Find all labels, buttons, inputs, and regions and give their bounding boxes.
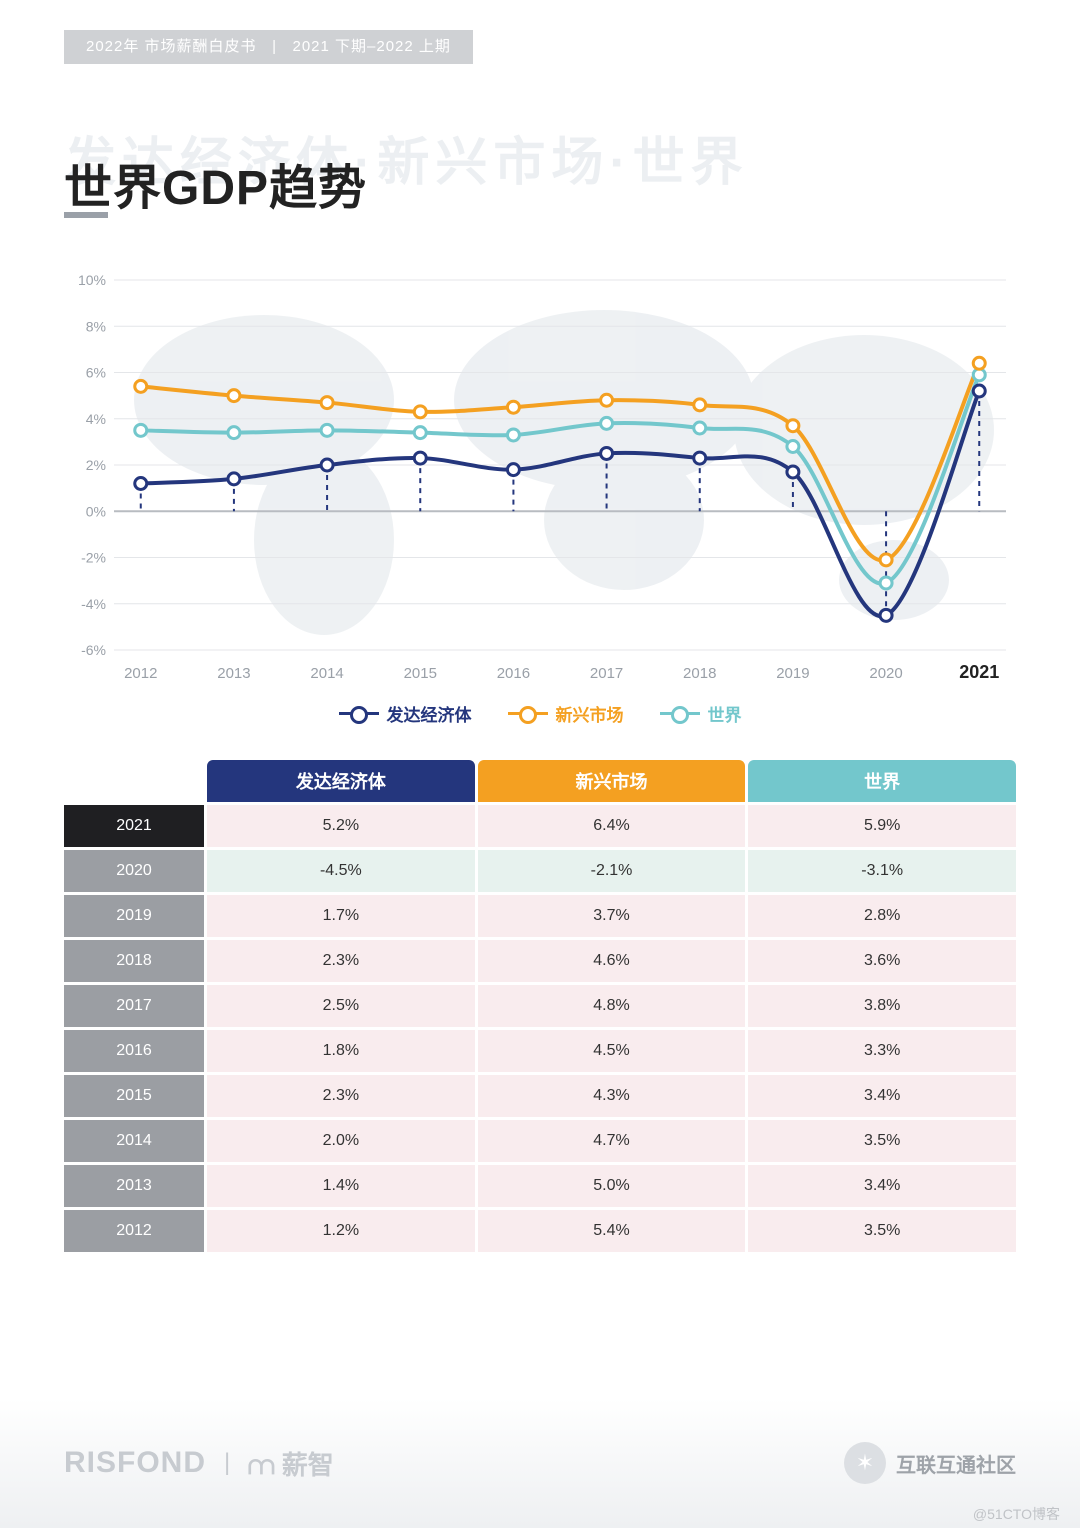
legend-item-world: 世界	[660, 701, 742, 726]
table-row: 20121.2%5.4%3.5%	[64, 1210, 1016, 1252]
table-data-cell: 4.7%	[478, 1120, 746, 1162]
chart-legend: 发达经济体 新兴市场 世界	[64, 700, 1016, 726]
table-year-cell: 2017	[64, 985, 204, 1027]
svg-text:2016: 2016	[497, 665, 530, 682]
table-data-cell: 5.4%	[478, 1210, 746, 1252]
svg-text:-2%: -2%	[81, 550, 106, 566]
table-data-cell: 1.4%	[207, 1165, 475, 1207]
table-data-cell: 3.4%	[748, 1075, 1016, 1117]
table-data-cell: 5.9%	[748, 805, 1016, 847]
table-year-cell: 2013	[64, 1165, 204, 1207]
table-year-cell: 2020	[64, 850, 204, 892]
brand-separator: |	[224, 1449, 230, 1477]
brand-xinzhi: ⩋ 薪智	[248, 1445, 334, 1482]
table-data-cell: 4.3%	[478, 1075, 746, 1117]
svg-text:2018: 2018	[683, 665, 716, 682]
table-data-cell: 3.5%	[748, 1120, 1016, 1162]
svg-text:2%: 2%	[86, 457, 106, 473]
table-year-cell: 2014	[64, 1120, 204, 1162]
table-data-cell: 6.4%	[478, 805, 746, 847]
table-header-row: 发达经济体新兴市场世界	[64, 760, 1016, 802]
table-row: 20142.0%4.7%3.5%	[64, 1120, 1016, 1162]
svg-text:2012: 2012	[124, 665, 157, 682]
table-year-cell: 2016	[64, 1030, 204, 1072]
table-year-cell: 2021	[64, 805, 204, 847]
table-data-cell: -3.1%	[748, 850, 1016, 892]
table-row: 20215.2%6.4%5.9%	[64, 805, 1016, 847]
title-underline	[64, 212, 108, 218]
table-year-cell: 2015	[64, 1075, 204, 1117]
svg-text:6%: 6%	[86, 365, 106, 381]
table-row: 2020-4.5%-2.1%-3.1%	[64, 850, 1016, 892]
legend-label: 新兴市场	[556, 701, 624, 726]
table-row: 20161.8%4.5%3.3%	[64, 1030, 1016, 1072]
table-row: 20191.7%3.7%2.8%	[64, 895, 1016, 937]
gdp-data-table: 发达经济体新兴市场世界 20215.2%6.4%5.9% 2020-4.5%-2…	[64, 760, 1016, 1255]
table-col-header: 发达经济体	[207, 760, 475, 802]
svg-text:2013: 2013	[217, 665, 250, 682]
svg-text:4%: 4%	[86, 411, 106, 427]
page-title: 世界GDP趋势	[64, 148, 367, 218]
credit-text: @51CTO博客	[973, 1504, 1060, 1524]
gdp-line-chart: -6% -4% -2% 0% 2% 4% 6% 8% 10% 2012 2013 2014 2015 20…	[64, 270, 1016, 690]
svg-text:2020: 2020	[869, 665, 902, 682]
table-year-cell: 2012	[64, 1210, 204, 1252]
table-data-cell: 2.5%	[207, 985, 475, 1027]
svg-text:8%: 8%	[86, 318, 106, 334]
table-data-cell: 5.2%	[207, 805, 475, 847]
table-data-cell: 3.4%	[748, 1165, 1016, 1207]
table-data-cell: 4.8%	[478, 985, 746, 1027]
svg-text:2019: 2019	[776, 665, 809, 682]
svg-text:2015: 2015	[404, 665, 437, 682]
legend-item-advanced: 发达经济体	[339, 701, 472, 726]
table-data-cell: 2.8%	[748, 895, 1016, 937]
header-right: 2021 下期–2022 上期	[292, 38, 450, 55]
svg-text:-6%: -6%	[81, 642, 106, 658]
table-data-cell: 3.8%	[748, 985, 1016, 1027]
svg-text:2017: 2017	[590, 665, 623, 682]
table-row: 20131.4%5.0%3.4%	[64, 1165, 1016, 1207]
table-data-cell: 3.6%	[748, 940, 1016, 982]
legend-label: 发达经济体	[387, 701, 472, 726]
brand-risfond: RISFOND	[64, 1446, 206, 1480]
table-col-header: 新兴市场	[478, 760, 746, 802]
svg-text:0%: 0%	[86, 503, 106, 519]
table-row: 20172.5%4.8%3.8%	[64, 985, 1016, 1027]
header-left: 2022年 市场薪酬白皮书	[86, 38, 257, 55]
table-data-cell: -4.5%	[207, 850, 475, 892]
table-data-cell: 2.3%	[207, 1075, 475, 1117]
footer: RISFOND | ⩋ 薪智 ✶ 互联互通社区	[0, 1398, 1080, 1528]
table-row: 20152.3%4.3%3.4%	[64, 1075, 1016, 1117]
table-data-cell: 3.5%	[748, 1210, 1016, 1252]
table-data-cell: 3.7%	[478, 895, 746, 937]
svg-text:2021: 2021	[959, 662, 999, 682]
table-data-cell: 3.3%	[748, 1030, 1016, 1072]
table-year-cell: 2019	[64, 895, 204, 937]
svg-text:10%: 10%	[78, 272, 106, 288]
table-data-cell: 4.6%	[478, 940, 746, 982]
table-data-cell: 2.0%	[207, 1120, 475, 1162]
svg-text:-4%: -4%	[81, 596, 106, 612]
svg-text:2014: 2014	[310, 665, 343, 682]
table-year-cell: 2018	[64, 940, 204, 982]
table-data-cell: 1.8%	[207, 1030, 475, 1072]
table-data-cell: 2.3%	[207, 940, 475, 982]
table-corner	[64, 760, 204, 802]
table-data-cell: 5.0%	[478, 1165, 746, 1207]
wechat-icon: ✶	[844, 1442, 886, 1484]
legend-label: 世界	[708, 701, 742, 726]
footer-community: ✶ 互联互通社区	[844, 1442, 1016, 1484]
table-data-cell: 1.2%	[207, 1210, 475, 1252]
table-data-cell: 1.7%	[207, 895, 475, 937]
header-bar: 2022年 市场薪酬白皮书 | 2021 下期–2022 上期	[64, 30, 473, 64]
header-sep: |	[272, 38, 277, 55]
table-data-cell: -2.1%	[478, 850, 746, 892]
table-data-cell: 4.5%	[478, 1030, 746, 1072]
table-row: 20182.3%4.6%3.6%	[64, 940, 1016, 982]
table-col-header: 世界	[748, 760, 1016, 802]
legend-item-emerging: 新兴市场	[508, 701, 624, 726]
